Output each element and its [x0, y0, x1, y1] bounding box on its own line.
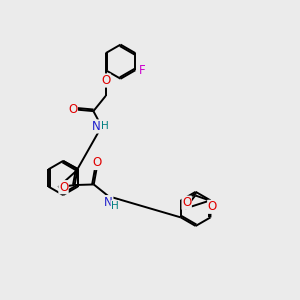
Text: O: O: [68, 103, 77, 116]
Text: N: N: [104, 196, 113, 208]
Text: O: O: [208, 200, 217, 213]
Text: O: O: [182, 196, 191, 209]
Text: O: O: [101, 74, 110, 87]
Text: H: H: [101, 121, 109, 131]
Text: N: N: [92, 120, 101, 133]
Text: H: H: [111, 201, 119, 211]
Text: O: O: [92, 157, 101, 169]
Text: F: F: [139, 64, 145, 77]
Text: O: O: [59, 181, 68, 194]
